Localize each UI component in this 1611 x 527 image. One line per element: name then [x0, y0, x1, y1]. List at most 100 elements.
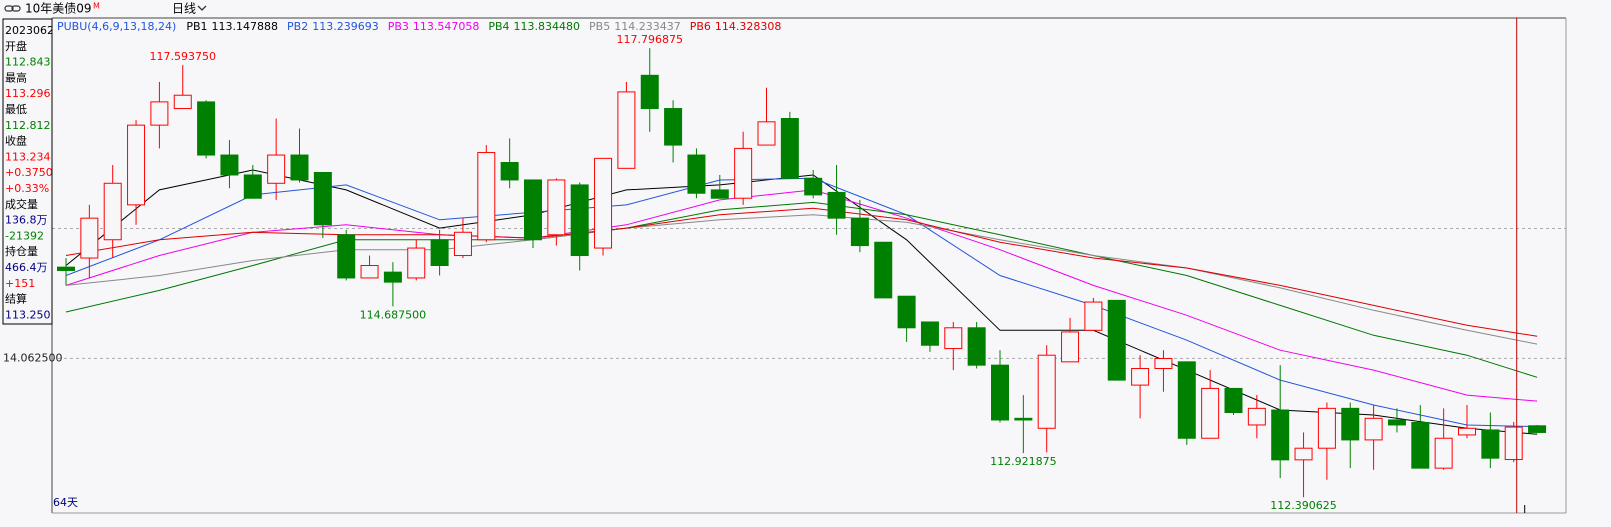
candle-body [827, 191, 846, 219]
info-panel-row: 466.4万 [5, 261, 48, 274]
candle-body [874, 241, 893, 299]
candle-body [477, 152, 496, 241]
info-panel-row: 112.812 [5, 119, 51, 132]
candle-body [1061, 331, 1080, 363]
candle-body [430, 239, 449, 267]
candle-body [1224, 387, 1243, 414]
candle-body [1107, 299, 1126, 381]
candle-body [127, 124, 146, 206]
legend-name[interactable]: PB2 [287, 20, 308, 33]
candle-body [1341, 407, 1360, 441]
indicator-label[interactable]: PUBU(4,6,9,13,18,24) [57, 20, 176, 33]
candle-body [1294, 447, 1313, 461]
candle-body [1247, 407, 1266, 426]
candle-body [383, 271, 402, 283]
extreme-label: 112.390625 [1270, 499, 1336, 512]
candle-body [337, 234, 356, 279]
candle-body [1154, 358, 1173, 369]
count-label: 64天 [53, 496, 78, 509]
legend-name[interactable]: PB4 [488, 20, 509, 33]
candle-body [197, 101, 216, 156]
candles [57, 48, 1547, 498]
candle-body [453, 231, 472, 257]
candle-body [150, 101, 169, 126]
legend-name[interactable]: PB3 [388, 20, 409, 33]
candle-body [1014, 417, 1033, 421]
candle-body [687, 154, 706, 194]
candle-body [1201, 387, 1220, 439]
title-badge: M [93, 2, 100, 11]
y-tick-label: 14.062500 [3, 351, 63, 364]
link-icon [4, 5, 21, 12]
candle-body [57, 266, 75, 271]
candle-body [524, 179, 542, 241]
candle-body [710, 189, 729, 199]
extreme-label: 117.796875 [617, 33, 683, 46]
candle-body [1037, 354, 1056, 429]
info-panel-row: -21392 [5, 229, 44, 242]
info-panel-row: 112.843 [5, 56, 51, 69]
legend-value: 114.328308 [715, 20, 781, 33]
candle-body [1411, 421, 1430, 469]
info-panel-row: 成交量 [5, 197, 38, 211]
info-panel-row: 113.296 [5, 87, 51, 100]
candle-body [1458, 427, 1476, 436]
candle-body [991, 364, 1009, 421]
info-panel-row: 最高 [5, 70, 27, 84]
ma-line [65, 207, 1538, 337]
annotations: 117.593750 114.687500 117.796875 112.921875… [150, 33, 1337, 512]
info-panel-row: 收盘 [5, 134, 27, 148]
candle-body [1528, 425, 1547, 433]
candle-body [757, 121, 776, 146]
extreme-label: 117.593750 [150, 50, 216, 63]
candle-body [290, 154, 309, 181]
ma-line [65, 201, 1538, 378]
candle-body [500, 162, 519, 181]
candle-body [1271, 409, 1290, 461]
candle-body [1177, 361, 1196, 439]
candle-body [360, 265, 379, 279]
info-panel-row: 持仓量 [5, 244, 38, 258]
info-panel-row: 136.8万 [5, 214, 48, 227]
instrument-title[interactable]: 10年美债09 [25, 2, 92, 16]
info-panel-row: +151 [5, 277, 35, 290]
dropdown-chevron[interactable] [197, 5, 207, 11]
info-panel-row: +0.3750 [5, 166, 53, 179]
candle-body [734, 147, 753, 199]
legend-name[interactable]: PB5 [589, 20, 610, 33]
legend-name[interactable]: PB1 [186, 20, 207, 33]
candle-body [664, 108, 683, 146]
candle-body [640, 74, 659, 110]
candle-body [594, 157, 613, 249]
candle-body [570, 184, 589, 257]
legend: PUBU(4,6,9,13,18,24) PB1 113.147888 PB2 113… [57, 20, 781, 33]
candle-body [944, 327, 963, 350]
candle-body [1481, 429, 1500, 459]
candle-body [103, 182, 122, 241]
candle-body [920, 321, 939, 346]
candle-body [313, 171, 332, 226]
legend-value: 113.547058 [413, 20, 479, 33]
info-panel-row: 最低 [5, 103, 27, 116]
candle-body [243, 174, 262, 199]
legend-value: 113.147888 [212, 20, 278, 33]
extreme-label: 112.921875 [990, 455, 1056, 468]
candle-body [897, 295, 916, 329]
info-panel-box [2, 18, 53, 325]
candle-body [1131, 367, 1150, 386]
period-selector[interactable]: 日线 [172, 2, 196, 16]
candle-body [267, 154, 286, 184]
candle-body [617, 91, 636, 169]
info-panel-row: 开盘 [5, 39, 27, 53]
candle-body [1084, 301, 1103, 331]
candle-body [173, 94, 192, 110]
candle-body [1387, 419, 1406, 426]
ma-line [65, 214, 1538, 345]
legend-value: 113.239693 [312, 20, 378, 33]
legend-name[interactable]: PB6 [690, 20, 711, 33]
candle-body [1364, 417, 1383, 441]
info-panel-row: 结算 [5, 292, 27, 306]
